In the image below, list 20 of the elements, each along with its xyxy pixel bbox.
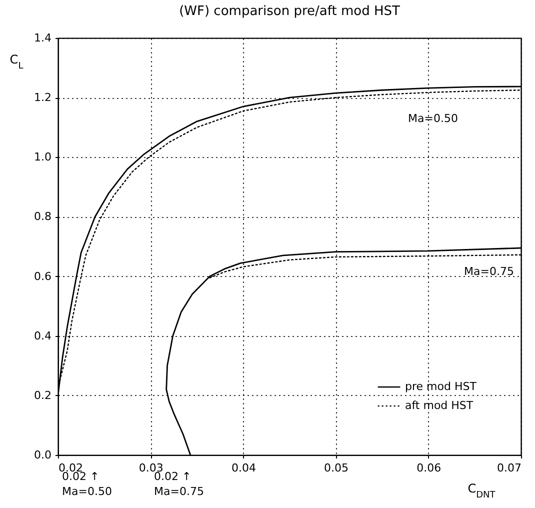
x-tick-label: 0.06 [416,462,442,474]
legend-label: pre mod HST [405,380,477,393]
x-tick-label: 0.07 [497,462,522,474]
legend-label: aft mod HST [405,399,474,412]
y-tick-label: 1.0 [34,150,52,164]
y-axis-title: C$_{L}$ [10,52,24,72]
y-tick-label: 0.2 [34,388,52,402]
text: 0.02 ↑ Ma=0.75 [154,470,204,498]
y-tick-label: 0.0 [34,448,52,462]
x-tick-label: 0.05 [324,462,349,474]
y-tick-label: 0.6 [34,270,52,283]
x-axis-title: C$_{DNT}$ [468,482,496,500]
y-tick-label: 0.4 [34,329,52,342]
y-tick-label: 0.8 [34,210,52,224]
x-tick-label: 0.04 [231,462,256,474]
y-tick-label: 1.4 [34,32,52,44]
y-tick-label: 1.2 [34,91,52,104]
annotation: Ma=0.75 [464,265,514,278]
annotation: Ma=0.50 [408,112,458,125]
chart-title: (WF) comparison pre/aft mod HST [179,4,400,19]
